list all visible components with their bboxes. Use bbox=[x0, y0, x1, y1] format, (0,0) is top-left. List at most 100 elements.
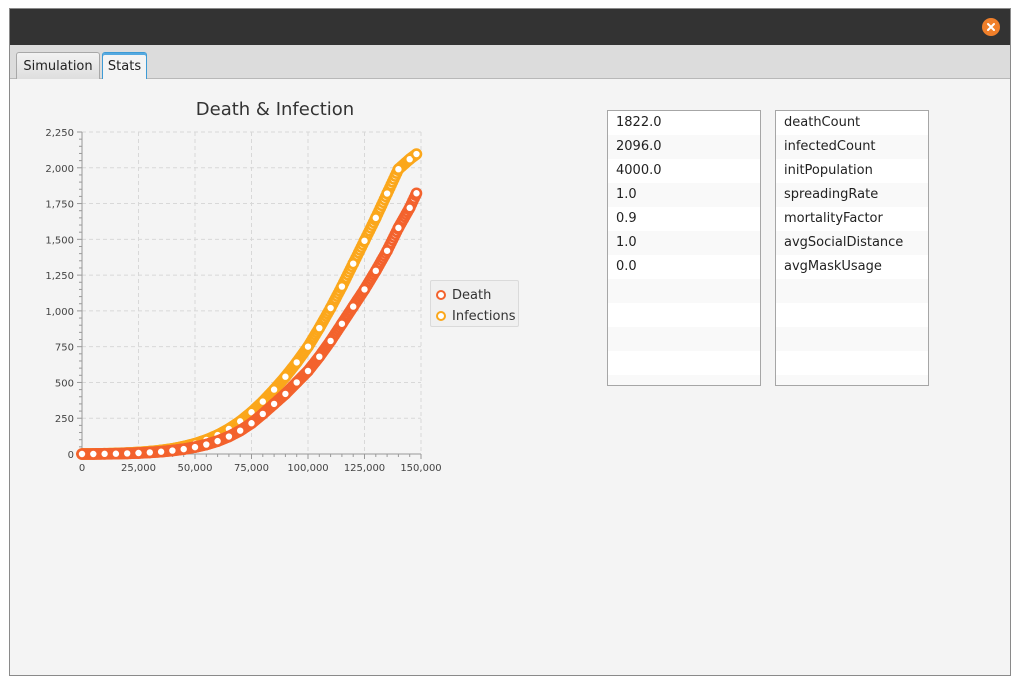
data-point-infections bbox=[336, 280, 348, 293]
data-point-infections bbox=[290, 356, 303, 369]
empty-list-row bbox=[608, 375, 760, 385]
data-point-infections bbox=[268, 383, 280, 396]
tab-simulation[interactable]: Simulation bbox=[16, 52, 100, 79]
data-point-death bbox=[98, 448, 111, 460]
data-point-death bbox=[392, 222, 405, 234]
legend-death-symbol bbox=[436, 290, 446, 300]
y-tick-label: 1,250 bbox=[45, 271, 74, 282]
data-point-infections bbox=[313, 322, 326, 334]
x-tick-label: 125,000 bbox=[344, 463, 385, 474]
data-point-death bbox=[223, 430, 235, 443]
list-item[interactable]: mortalityFactor bbox=[776, 207, 928, 231]
empty-list-row bbox=[608, 351, 760, 375]
empty-list-row bbox=[776, 279, 928, 303]
list-item[interactable]: infectedCount bbox=[776, 135, 928, 159]
empty-list-row bbox=[776, 327, 928, 351]
data-point-infections bbox=[324, 302, 337, 314]
data-point-death bbox=[358, 283, 371, 296]
data-point-death bbox=[121, 447, 133, 460]
data-point-death bbox=[302, 365, 314, 377]
data-point-death bbox=[369, 265, 382, 277]
data-point-death bbox=[403, 202, 416, 214]
y-tick-label: 2,000 bbox=[45, 164, 74, 175]
stats-values-list[interactable]: 1822.0 2096.0 4000.0 1.0 0.9 1.0 0.0 bbox=[607, 110, 761, 386]
data-point-infections bbox=[369, 212, 382, 224]
list-item[interactable]: 0.9 bbox=[608, 207, 760, 231]
data-point-death bbox=[155, 445, 167, 458]
tab-stats[interactable]: Stats bbox=[102, 52, 147, 79]
data-point-infections bbox=[381, 187, 393, 200]
y-tick-label: 250 bbox=[55, 414, 74, 425]
close-button[interactable] bbox=[982, 18, 1000, 36]
empty-list-row bbox=[608, 327, 760, 351]
list-item[interactable]: spreadingRate bbox=[776, 183, 928, 207]
data-point-death bbox=[279, 388, 292, 400]
data-point-death bbox=[177, 443, 190, 455]
empty-list-row bbox=[776, 303, 928, 327]
legend-infections-label: Infections bbox=[452, 308, 516, 324]
legend-infections-symbol bbox=[436, 311, 446, 321]
chart-title: Death & Infection bbox=[195, 99, 355, 120]
data-point-death bbox=[381, 244, 393, 257]
tab-bar: Simulation Stats bbox=[10, 45, 1010, 79]
data-point-infections bbox=[257, 395, 269, 408]
data-point-infections bbox=[392, 163, 405, 176]
x-tick-label: 25,000 bbox=[121, 463, 156, 474]
chart-legend: Death Infections bbox=[430, 280, 519, 327]
data-point-death bbox=[324, 335, 337, 347]
data-point-death bbox=[76, 448, 88, 460]
list-item[interactable]: 4000.0 bbox=[608, 159, 760, 183]
data-point-death bbox=[144, 446, 156, 459]
data-point-death bbox=[257, 408, 269, 420]
list-item[interactable]: avgSocialDistance bbox=[776, 231, 928, 255]
empty-list-row bbox=[776, 351, 928, 375]
stats-names-list[interactable]: deathCount infectedCount initPopulation … bbox=[775, 110, 929, 386]
data-point-death bbox=[336, 317, 348, 330]
y-tick-label: 1,500 bbox=[45, 235, 74, 246]
x-tick-label: 100,000 bbox=[287, 463, 328, 474]
empty-list-row bbox=[608, 303, 760, 327]
legend-item-death: Death bbox=[436, 286, 491, 304]
data-point-death bbox=[268, 398, 280, 410]
data-point-death bbox=[245, 417, 258, 430]
app-window: Simulation Stats Death & Infection 0 25,0… bbox=[9, 8, 1011, 676]
data-point-death bbox=[234, 424, 246, 437]
list-item[interactable]: 2096.0 bbox=[608, 135, 760, 159]
y-tick-label: 1,000 bbox=[45, 307, 74, 318]
legend-item-infections: Infections bbox=[436, 307, 515, 325]
data-point-death bbox=[347, 300, 360, 313]
close-icon bbox=[987, 23, 995, 31]
y-tick-label: 0 bbox=[68, 450, 74, 461]
x-tick-label: 0 bbox=[79, 463, 85, 474]
empty-list-row bbox=[776, 375, 928, 385]
y-tick-label: 500 bbox=[55, 378, 74, 389]
data-point-death bbox=[410, 187, 423, 200]
y-tick-label: 750 bbox=[55, 343, 74, 354]
x-tick-label: 150,000 bbox=[400, 463, 441, 474]
data-point-death bbox=[189, 441, 201, 453]
list-item[interactable]: 1.0 bbox=[608, 183, 760, 207]
title-bar bbox=[10, 9, 1010, 45]
list-item[interactable]: 1.0 bbox=[608, 231, 760, 255]
data-point-death bbox=[290, 376, 303, 389]
data-point-death bbox=[87, 448, 100, 460]
list-item[interactable]: deathCount bbox=[776, 111, 928, 135]
data-point-death bbox=[132, 447, 145, 459]
legend-death-label: Death bbox=[452, 287, 492, 303]
empty-list-row bbox=[608, 279, 760, 303]
data-point-death bbox=[211, 435, 224, 447]
data-point-death bbox=[110, 447, 122, 460]
data-point-death bbox=[200, 438, 213, 451]
data-point-death bbox=[166, 444, 179, 457]
data-point-infections bbox=[410, 148, 423, 160]
list-item[interactable]: 1822.0 bbox=[608, 111, 760, 135]
data-point-infections bbox=[347, 257, 360, 270]
y-tick-label: 2,250 bbox=[45, 128, 74, 139]
list-item[interactable]: avgMaskUsage bbox=[776, 255, 928, 279]
data-point-infections bbox=[358, 234, 371, 247]
list-item[interactable]: 0.0 bbox=[608, 255, 760, 279]
y-tick-label: 1,750 bbox=[45, 200, 74, 211]
x-tick-label: 50,000 bbox=[178, 463, 213, 474]
data-point-death bbox=[313, 350, 326, 363]
list-item[interactable]: initPopulation bbox=[776, 159, 928, 183]
